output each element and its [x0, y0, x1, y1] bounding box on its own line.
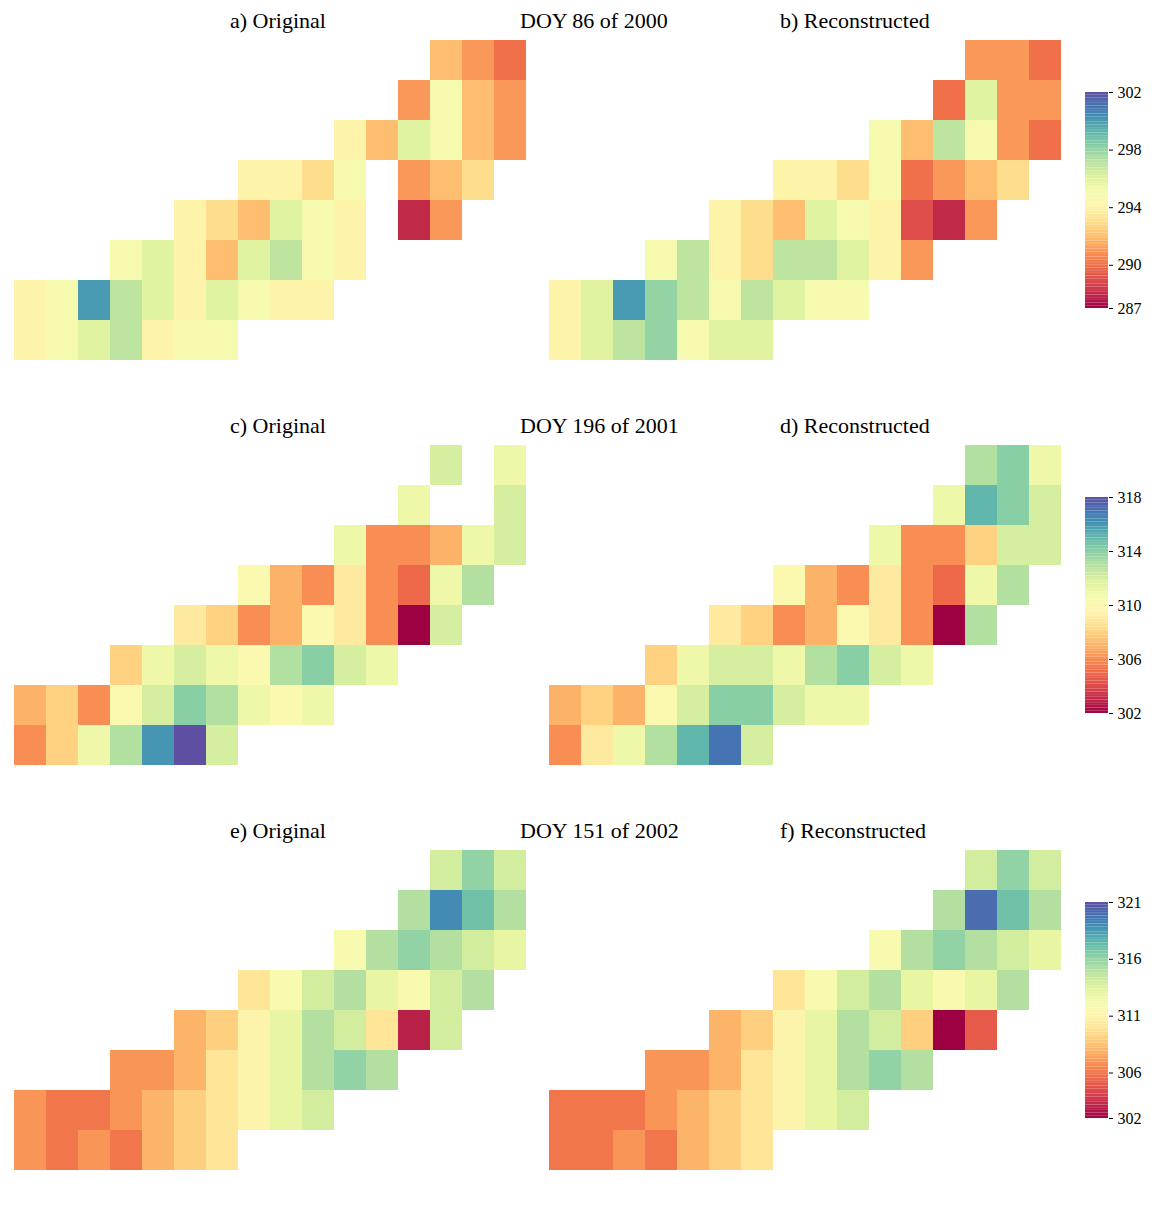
svg-text:314: 314	[1118, 543, 1142, 560]
html-text:e) Original: e) Original	[230, 818, 326, 843]
svg-text:311: 311	[1118, 1007, 1141, 1024]
svg-text:306: 306	[1118, 651, 1142, 668]
html-text:b) Reconstructed: b) Reconstructed	[780, 8, 930, 33]
svg-text:310: 310	[1118, 597, 1142, 614]
svg-text:302: 302	[1118, 1110, 1142, 1127]
html-text:DOY 196 of 2001: DOY 196 of 2001	[520, 413, 679, 438]
html-text:c) Original: c) Original	[230, 413, 326, 438]
svg-text:316: 316	[1118, 950, 1142, 967]
svg-text:302: 302	[1118, 705, 1142, 722]
svg-text:298: 298	[1118, 141, 1142, 158]
html-text:a) Original: a) Original	[230, 8, 326, 33]
svg-text:306: 306	[1118, 1064, 1142, 1081]
html-text:DOY 86 of 2000: DOY 86 of 2000	[520, 8, 668, 33]
html-text:DOY 151 of 2002: DOY 151 of 2002	[520, 818, 679, 843]
svg-text:294: 294	[1118, 199, 1142, 216]
html-text:f) Reconstructed: f) Reconstructed	[780, 818, 926, 843]
svg-text:302: 302	[1118, 84, 1142, 101]
svg-text:321: 321	[1118, 894, 1142, 911]
svg-text:290: 290	[1118, 256, 1142, 273]
svg-text:318: 318	[1118, 489, 1142, 506]
svg-text:287: 287	[1118, 300, 1142, 317]
html-text:d) Reconstructed: d) Reconstructed	[780, 413, 930, 438]
